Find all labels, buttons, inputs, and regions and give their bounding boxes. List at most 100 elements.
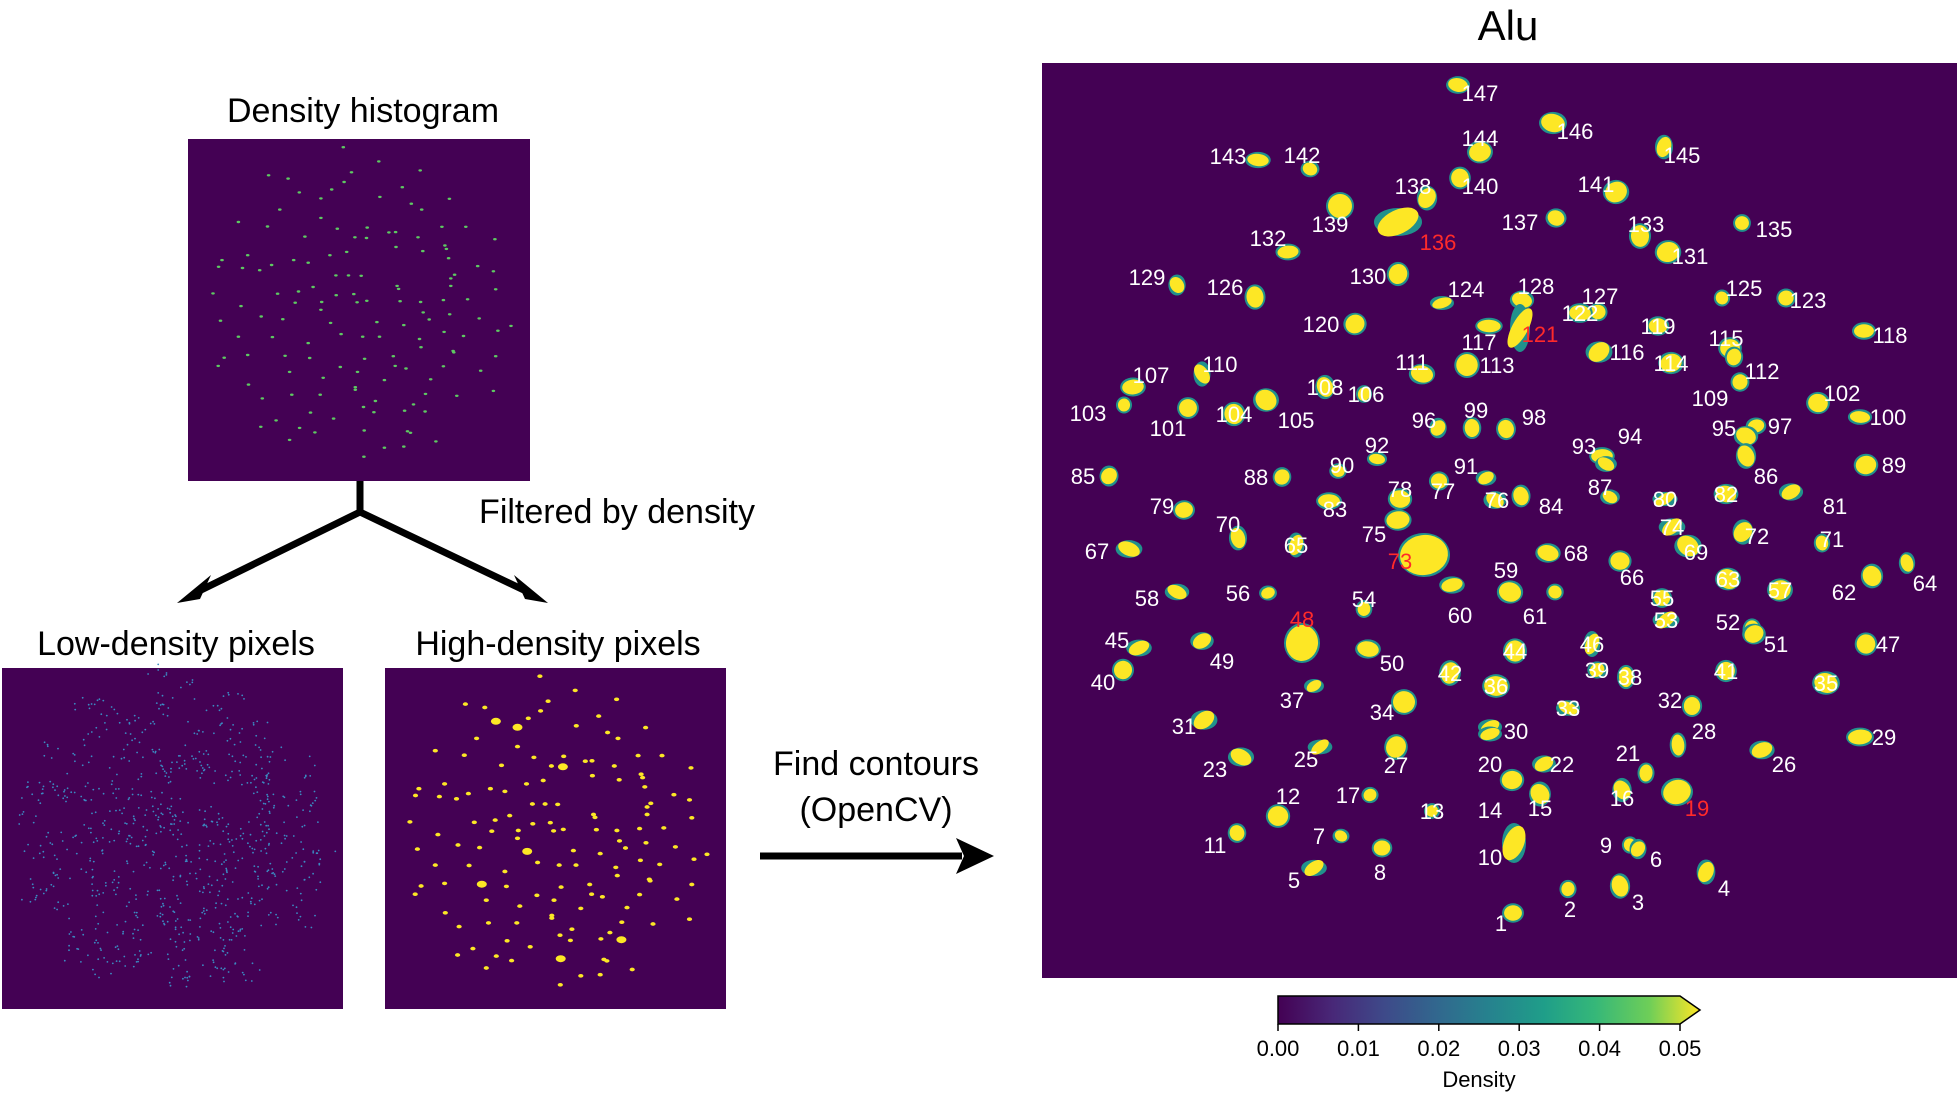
high-density-dot xyxy=(596,714,602,718)
histogram-dot xyxy=(365,299,369,302)
region-blob xyxy=(1328,194,1352,219)
low-density-speck xyxy=(313,790,316,793)
region-label: 27 xyxy=(1384,753,1408,778)
region-label: 128 xyxy=(1518,274,1555,299)
low-density-speck xyxy=(56,873,58,876)
low-density-speck xyxy=(250,781,252,784)
low-density-speck xyxy=(142,756,144,759)
low-density-speck xyxy=(152,810,155,813)
low-density-speck xyxy=(96,840,99,842)
low-density-speck xyxy=(185,985,188,988)
low-density-speck xyxy=(110,706,113,708)
low-density-speck xyxy=(160,830,162,833)
region-label: 46 xyxy=(1580,632,1604,657)
low-density-speck xyxy=(63,959,66,962)
region-label: 135 xyxy=(1756,217,1793,242)
low-density-speck xyxy=(165,672,168,674)
region-label: 10 xyxy=(1478,845,1502,870)
region-label: 84 xyxy=(1539,494,1563,519)
histogram-dot xyxy=(441,298,446,302)
low-density-speck xyxy=(184,976,186,979)
low-density-speck xyxy=(219,843,222,846)
low-density-speck xyxy=(94,811,97,814)
low-density-speck xyxy=(292,904,294,907)
low-density-speck xyxy=(153,851,156,854)
histogram-dot xyxy=(421,249,425,253)
low-density-speck xyxy=(193,698,196,700)
low-density-speck xyxy=(152,720,155,723)
low-density-speck xyxy=(93,941,96,944)
low-density-speck xyxy=(192,758,195,760)
low-density-speck xyxy=(131,788,134,790)
low-density-speck xyxy=(122,930,125,933)
low-density-speck xyxy=(283,834,286,837)
low-density-speck xyxy=(89,857,92,860)
high-density-dot xyxy=(644,812,650,817)
low-density-speck xyxy=(117,832,120,835)
histogram-dot xyxy=(331,417,336,420)
low-density-speck xyxy=(117,788,120,790)
histogram-dot xyxy=(216,265,221,268)
low-density-speck xyxy=(117,876,120,878)
histogram-dot xyxy=(411,403,416,406)
high-density-dot xyxy=(672,845,679,849)
region-blob xyxy=(1671,734,1685,756)
histogram-dot xyxy=(421,311,426,314)
low-density-speck xyxy=(134,737,136,740)
region-label: 50 xyxy=(1380,651,1404,676)
region-blob xyxy=(1285,625,1319,661)
region-label: 68 xyxy=(1564,541,1588,566)
high-density-dot xyxy=(572,688,578,693)
region-label: 145 xyxy=(1664,143,1701,168)
low-density-speck xyxy=(83,824,86,826)
high-density-dot xyxy=(462,702,468,706)
high-density-dot xyxy=(567,938,574,943)
low-density-speck xyxy=(189,933,192,935)
low-density-speck xyxy=(21,813,24,815)
low-density-speck xyxy=(253,903,256,906)
low-density-speck xyxy=(269,911,272,914)
region-blob xyxy=(1192,633,1212,649)
low-density-speck xyxy=(135,898,138,900)
low-density-speck xyxy=(99,947,102,950)
low-density-speck xyxy=(259,823,262,826)
low-density-speck xyxy=(207,753,210,756)
low-density-speck xyxy=(97,942,99,944)
region-blob xyxy=(1715,485,1737,503)
low-density-speck xyxy=(172,968,175,970)
low-density-speck xyxy=(227,832,230,835)
low-density-speck xyxy=(265,775,268,778)
region-label: 60 xyxy=(1448,603,1472,628)
histogram-dot xyxy=(398,300,402,303)
histogram-dot xyxy=(404,367,408,370)
region-blob xyxy=(1814,673,1838,693)
low-density-speck xyxy=(74,835,77,837)
low-density-speck xyxy=(292,835,295,837)
region-label: 94 xyxy=(1618,424,1642,449)
low-density-speck xyxy=(310,926,313,929)
low-density-speck xyxy=(157,669,160,671)
low-density-speck xyxy=(266,887,269,890)
region-blob xyxy=(1318,494,1340,508)
low-density-speck xyxy=(309,810,311,813)
low-density-speck xyxy=(170,797,173,800)
region-blob xyxy=(1648,318,1668,334)
low-density-speck xyxy=(214,860,217,863)
histogram-dot xyxy=(283,354,287,357)
low-density-speck xyxy=(256,816,259,819)
low-density-speck xyxy=(213,732,215,735)
low-density-speck xyxy=(268,812,271,814)
high-density-dot xyxy=(560,827,566,832)
low-density-speck xyxy=(172,875,175,878)
high-density-dot xyxy=(551,898,557,903)
high-density-dot xyxy=(542,802,548,806)
low-density-speck xyxy=(259,749,262,751)
low-density-speck xyxy=(272,872,275,874)
low-density-speck xyxy=(62,905,65,907)
region-label: 125 xyxy=(1726,276,1763,301)
low-density-speck xyxy=(94,915,97,918)
region-blob xyxy=(1512,292,1532,308)
low-density-speck xyxy=(276,916,279,919)
low-density-speck xyxy=(210,930,213,933)
low-density-speck xyxy=(251,847,254,850)
